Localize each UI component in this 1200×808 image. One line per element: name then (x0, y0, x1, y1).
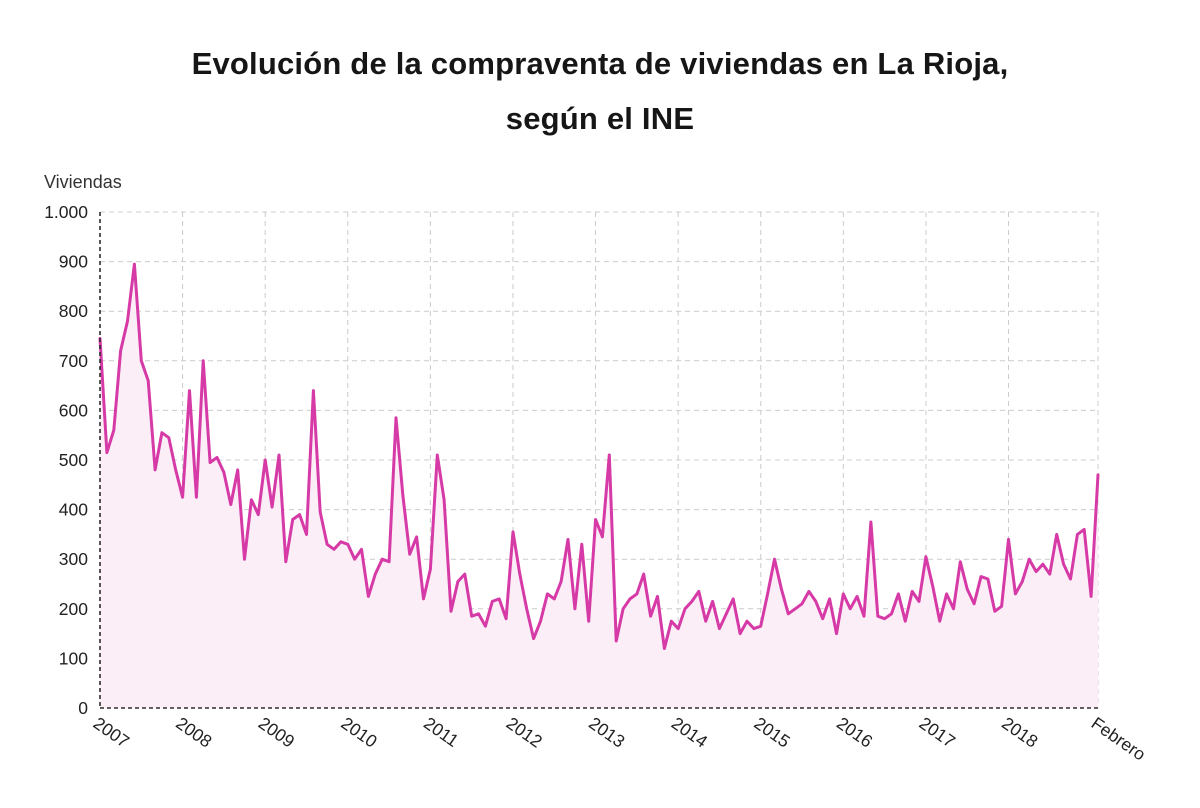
chart-title-line2: según el INE (505, 101, 695, 137)
y-tick-label: 300 (59, 549, 88, 569)
y-axis-title: Viviendas (44, 172, 122, 192)
x-tick-label: 2012 (503, 713, 546, 752)
x-tick-labels: 2007 2008 2009 2010 2011 2012 2013 2014 2015 2016… (90, 713, 1150, 765)
x-tick-label: 2018 (998, 713, 1041, 752)
y-tick-labels: 0 100 200 300 400 500 600 700 800 900 1.000 (44, 202, 88, 718)
chart-title-line1: Evolución de la compraventa de viviendas… (191, 46, 1009, 81)
y-tick-label: 0 (78, 698, 88, 718)
x-tick-label: 2007 (90, 713, 133, 752)
x-tick-label: 2015 (750, 713, 793, 752)
y-tick-label: 500 (59, 450, 88, 470)
x-tick-label: 2011 (420, 713, 462, 751)
x-tick-label: 2008 (172, 713, 215, 752)
y-tick-label: 1.000 (44, 202, 88, 222)
chart-title: Evolución de la compraventa de viviendas… (0, 36, 1200, 146)
y-tick-label: 400 (59, 500, 88, 520)
x-tick-label: 2014 (668, 713, 712, 752)
y-tick-label: 800 (59, 301, 88, 321)
x-tick-label-end: Febrero (1088, 713, 1150, 765)
x-tick-label: 2009 (255, 713, 298, 752)
x-tick-label: 2010 (337, 713, 381, 752)
y-tick-label: 100 (59, 648, 88, 668)
y-tick-label: 700 (59, 351, 88, 371)
y-tick-label: 200 (59, 599, 88, 619)
x-tick-label: 2013 (585, 713, 628, 752)
x-tick-label: 2017 (916, 713, 959, 752)
y-tick-label: 900 (59, 252, 88, 272)
y-tick-label: 600 (59, 400, 88, 420)
area-fill (100, 264, 1098, 708)
data-line (98, 262, 1100, 650)
x-tick-label: 2016 (833, 713, 876, 752)
